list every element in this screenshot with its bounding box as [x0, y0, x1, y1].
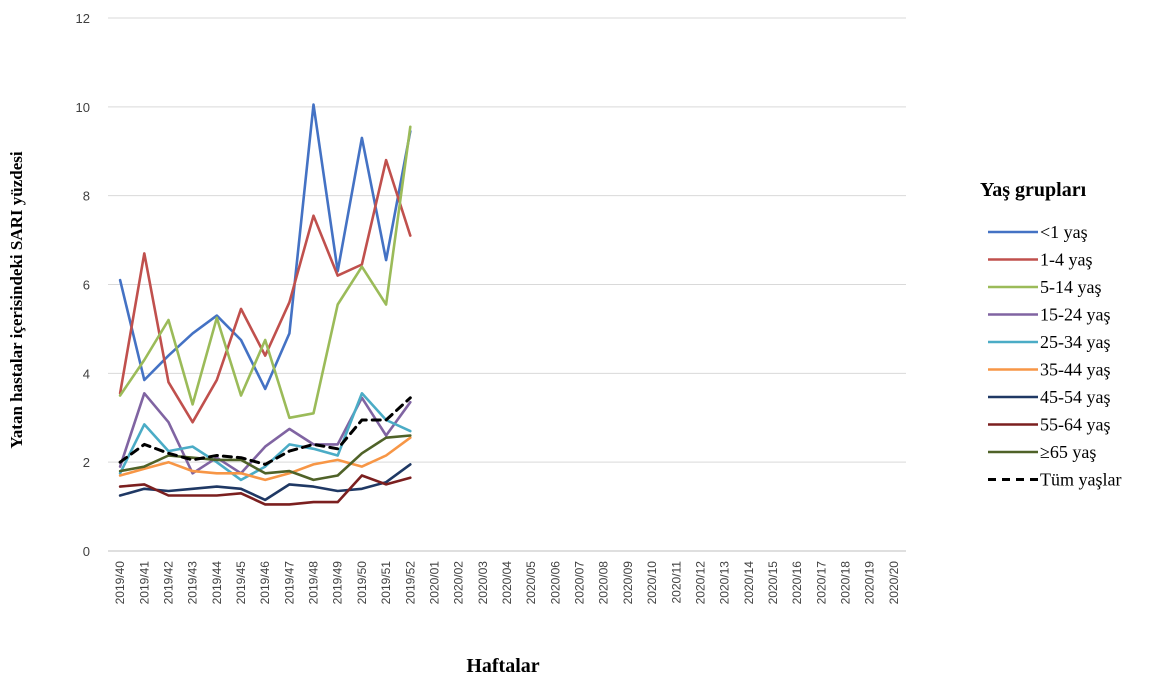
x-tick-label: 2019/51: [379, 561, 393, 605]
series-line: [118, 158, 412, 424]
legend-label: 35-44 yaş: [1040, 360, 1111, 380]
series-line: [118, 474, 412, 506]
legend-label: 15-24 yaş: [1040, 305, 1111, 325]
x-tick-label: 2020/01: [427, 561, 441, 605]
x-tick-label: 2020/04: [500, 561, 514, 605]
x-tick-label: 2019/45: [234, 561, 248, 605]
x-tick-label: 2020/11: [669, 561, 683, 604]
x-tick-label: 2019/40: [113, 561, 127, 605]
x-tick-label: 2020/18: [839, 561, 853, 605]
x-tick-label: 2019/43: [186, 561, 200, 605]
y-tick-label: 0: [83, 544, 90, 559]
x-tick-label: 2019/41: [137, 561, 151, 605]
x-tick-label: 2019/46: [258, 561, 272, 605]
y-tick-label: 4: [83, 366, 90, 381]
legend-label: 5-14 yaş: [1040, 277, 1102, 297]
y-tick-label: 6: [83, 278, 90, 293]
series-line: [118, 436, 412, 482]
x-tick-label: 2020/19: [863, 561, 877, 605]
series-line: [118, 391, 412, 482]
x-tick-label: 2019/47: [282, 561, 296, 605]
x-tick-label: 2020/03: [476, 561, 490, 605]
x-tick-label: 2020/02: [452, 561, 466, 605]
y-tick-label: 12: [76, 11, 90, 26]
x-tick-label: 2020/07: [573, 561, 587, 605]
y-tick-label: 8: [83, 189, 90, 204]
x-tick-label: 2020/09: [621, 561, 635, 605]
x-tick-label: 2019/48: [307, 561, 321, 605]
series-line: [118, 103, 412, 391]
y-axis-ticks: 0 2 4 6 8 10 12: [76, 11, 90, 559]
x-tick-label: 2020/15: [766, 561, 780, 605]
x-tick-label: 2020/12: [693, 561, 707, 605]
legend-label: 1-4 yaş: [1040, 250, 1093, 270]
legend-label: 55-64 yaş: [1040, 415, 1111, 435]
y-axis-title: Yatan hastalar içerisindeki SARI yüzdesi: [7, 151, 26, 448]
x-tick-label: 2020/16: [790, 561, 804, 605]
x-tick-label: 2020/10: [645, 561, 659, 605]
legend-label: 25-34 yaş: [1040, 332, 1111, 352]
series-line: [118, 125, 412, 420]
x-tick-label: 2019/52: [403, 561, 417, 605]
x-tick-label: 2019/49: [331, 561, 345, 605]
series-line: [118, 396, 412, 466]
legend-label: 45-54 yaş: [1040, 387, 1111, 407]
legend: Yaş grupları <1 yaş 1-4 yaş 5-14 yaş 15-24 …: [980, 179, 1121, 490]
series-lines: [118, 103, 412, 506]
legend-title: Yaş grupları: [980, 179, 1087, 201]
series-line: [118, 434, 412, 482]
x-axis-ticks: 2019/40 2019/41 2019/42 2019/43 2019/44 2019/…: [113, 561, 901, 605]
gridlines: [108, 17, 906, 552]
legend-label: <1 yaş: [1040, 222, 1088, 242]
x-tick-label: 2020/13: [718, 561, 732, 605]
legend-label: ≥65 yaş: [1040, 442, 1096, 462]
y-tick-label: 2: [83, 455, 90, 470]
x-tick-label: 2020/14: [742, 561, 756, 605]
x-tick-label: 2020/05: [524, 561, 538, 605]
x-tick-label: 2019/50: [355, 561, 369, 605]
x-tick-label: 2020/20: [887, 561, 901, 605]
x-tick-label: 2019/44: [210, 561, 224, 605]
x-tick-label: 2019/42: [161, 561, 175, 605]
x-tick-label: 2020/08: [597, 561, 611, 605]
legend-label: Tüm yaşlar: [1040, 470, 1121, 490]
x-tick-label: 2020/06: [548, 561, 562, 605]
series-line: [118, 463, 412, 502]
x-axis-title: Haftalar: [466, 655, 539, 677]
y-tick-label: 10: [76, 100, 90, 115]
series-line: [118, 391, 412, 475]
x-tick-label: 2020/17: [814, 561, 828, 605]
